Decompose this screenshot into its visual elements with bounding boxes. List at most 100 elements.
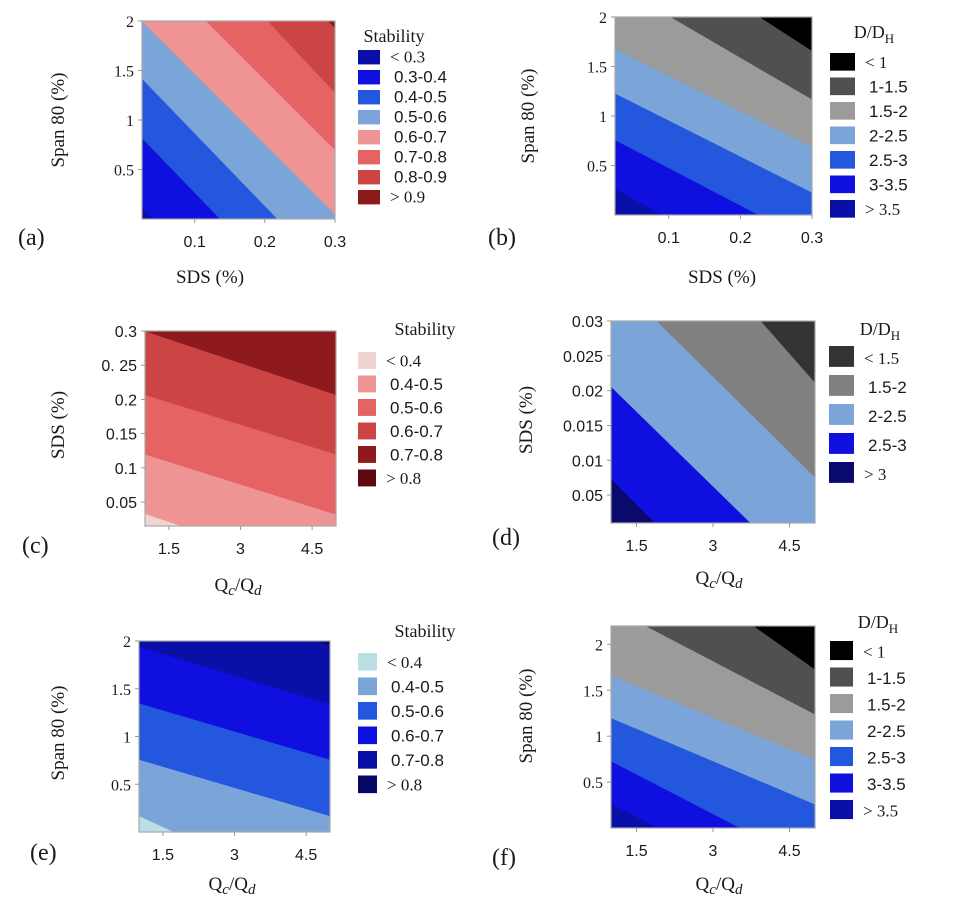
contour-band-3 — [611, 717, 815, 828]
legend-label: 0.3-0.4 — [394, 67, 447, 86]
panel-label: (e) — [30, 840, 57, 866]
legend-swatch — [358, 352, 376, 369]
legend-label: < 1 — [863, 642, 885, 661]
y-tick-label: 0.5 — [114, 163, 134, 180]
y-tick-label: 0.5 — [111, 777, 131, 794]
y-axis-label: Span 80 (%) — [48, 686, 69, 781]
legend-swatch — [830, 800, 853, 820]
x-tick-label: 0.2 — [254, 234, 276, 251]
y-tick-label: 0.5 — [583, 775, 603, 792]
legend-label: 1.5-2 — [869, 102, 908, 121]
y-axis-label: Span 80 (%) — [48, 73, 69, 168]
x-tick-label: 4.5 — [778, 538, 800, 555]
contour-band-6 — [645, 626, 815, 715]
panel-label: (b) — [488, 225, 516, 251]
panel-label: (f) — [492, 845, 516, 871]
legend-swatch — [358, 70, 380, 85]
panel-label: (d) — [492, 525, 520, 551]
contour-band-7 — [759, 17, 812, 52]
contour-band-5 — [611, 626, 815, 760]
legend-swatch — [358, 399, 376, 416]
contour-band-6 — [205, 21, 335, 151]
x-axis-label: Qc/Qd — [215, 575, 262, 599]
x-tick-label: 0.3 — [324, 234, 346, 251]
legend: Stability< 0.30.3-0.40.4-0.50.5-0.60.6-0… — [358, 26, 447, 206]
y-tick-label: 0.05 — [106, 495, 137, 512]
panel-label: (a) — [18, 225, 45, 251]
y-tick-label: 1 — [126, 113, 134, 130]
legend-swatch — [358, 446, 376, 463]
legend-title: D/DH — [858, 612, 898, 636]
legend-swatch — [358, 50, 380, 65]
legend-label: 0.6-0.7 — [390, 422, 443, 441]
legend-label: 2.5-3 — [868, 436, 907, 455]
y-tick-label: 0.03 — [572, 314, 603, 331]
contour-band-4 — [615, 48, 812, 193]
y-tick-label: 1.5 — [587, 60, 607, 77]
legend-title: Stability — [394, 319, 455, 339]
y-tick-label: 0.025 — [563, 349, 603, 366]
legend-swatch — [358, 190, 380, 205]
legend-label: < 0.4 — [386, 352, 422, 371]
legend-swatch — [830, 77, 855, 96]
legend-swatch — [830, 200, 855, 218]
legend-swatch — [358, 375, 376, 393]
contour-band-2 — [145, 453, 336, 526]
contour-band-4 — [139, 646, 330, 760]
contour-band-8 — [327, 21, 335, 29]
legend-label: 2-2.5 — [868, 407, 907, 426]
contour-band-5 — [139, 641, 330, 705]
legend-swatch — [358, 751, 377, 769]
contour-bands — [142, 21, 335, 219]
legend-swatch — [358, 653, 377, 671]
x-tick-label: 1.5 — [625, 538, 647, 555]
legend-title: D/DH — [860, 319, 900, 343]
legend-swatch — [829, 433, 854, 454]
x-tick-label: 0.1 — [184, 234, 206, 251]
contour-band-6 — [315, 641, 330, 646]
x-tick-label: 1.5 — [625, 843, 647, 860]
contour-band-3 — [145, 394, 336, 515]
x-axis-label: SDS (%) — [688, 267, 756, 288]
legend-label: 1.5-2 — [867, 695, 906, 714]
legend-swatch — [829, 462, 854, 483]
legend-label: < 0.3 — [390, 47, 425, 66]
legend-swatch — [829, 404, 854, 425]
legend-swatch — [358, 726, 377, 745]
legend: Stability < 0.4 0.4-0.5 0.5-0.6 0.6-0.7 0.7-0… — [358, 621, 456, 795]
x-tick-label: 3 — [709, 538, 718, 555]
legend-label: 0.7-0.8 — [394, 147, 447, 166]
x-tick-label: 1.5 — [152, 847, 174, 864]
legend-label: 0.6-0.7 — [394, 127, 447, 146]
contour-bands — [145, 331, 336, 526]
y-tick-label: 0.05 — [572, 488, 603, 505]
legend-swatch — [829, 375, 854, 396]
x-tick-label: 4.5 — [301, 541, 323, 558]
y-tick-label: 0.01 — [572, 453, 603, 470]
legend-label: 1-1.5 — [869, 78, 908, 97]
legend-swatch — [830, 641, 853, 661]
x-axis-label: SDS (%) — [176, 267, 244, 288]
y-tick-label: 1 — [595, 729, 603, 746]
legend-label: > 3 — [864, 465, 886, 484]
legend-swatch — [358, 702, 377, 720]
y-axis-label: SDS (%) — [48, 391, 69, 459]
legend-title: D/DH — [854, 22, 894, 46]
legend-title: Stability — [394, 621, 455, 641]
legend-label: 0.4-0.5 — [391, 678, 444, 697]
legend-swatch — [830, 720, 853, 740]
y-tick-label: 1 — [123, 730, 131, 747]
legend-label: 0.7-0.8 — [390, 446, 443, 465]
contour-bands — [139, 641, 330, 832]
contour-band-7 — [753, 626, 815, 670]
x-tick-label: 3 — [236, 541, 245, 558]
contour-band-5 — [760, 321, 815, 383]
legend-label: 1.5-2 — [868, 378, 907, 397]
x-axis-label: Qc/Qd — [209, 874, 256, 898]
x-tick-label: 4.5 — [778, 843, 800, 860]
legend-swatch — [358, 130, 380, 145]
x-tick-label: 4.5 — [295, 847, 317, 864]
y-tick-label: 0.02 — [572, 384, 603, 401]
contour-band-5 — [145, 331, 336, 395]
